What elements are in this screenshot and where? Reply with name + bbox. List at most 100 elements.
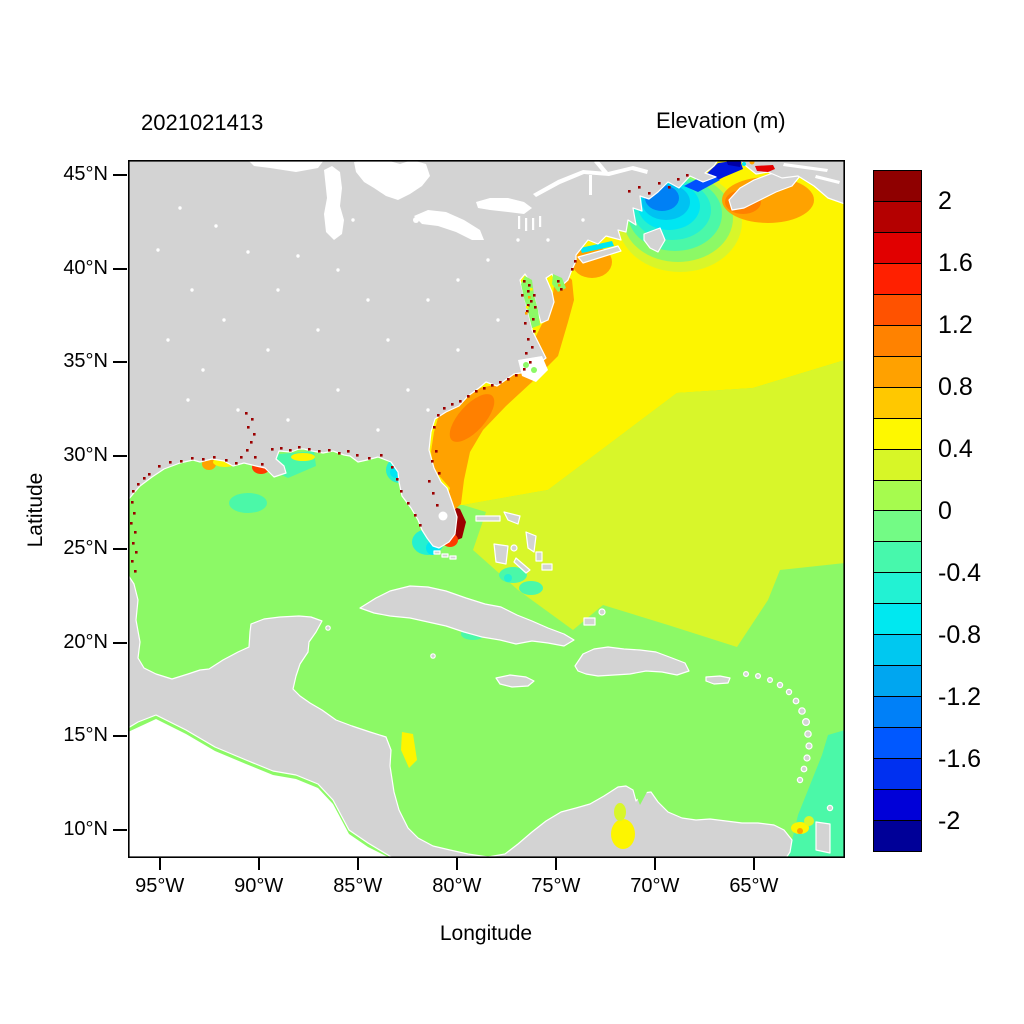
lake-superior-edge <box>248 160 324 172</box>
y-tick-mark <box>113 173 127 176</box>
colorbar-segment <box>874 294 921 326</box>
colorbar-segment <box>874 604 921 636</box>
x-tick-mark <box>455 858 458 870</box>
latin-america-land <box>128 574 793 858</box>
puerto-rico-island <box>705 675 731 685</box>
colorbar-tick-label: 0 <box>938 497 952 525</box>
lake-maracaibo <box>611 819 635 849</box>
st-lawrence-river <box>533 166 648 197</box>
lake-erie <box>414 210 484 240</box>
colorbar-tick-label: -0.8 <box>938 621 982 649</box>
y-tick-label: 10°N <box>63 817 108 840</box>
x-tick-mark <box>653 858 656 870</box>
colorbar-segment <box>874 171 921 202</box>
nova-scotia <box>728 169 801 211</box>
lake-huron <box>354 160 430 200</box>
colorbar-tick-label: 0.8 <box>938 373 973 401</box>
colorbar-segment <box>874 728 921 760</box>
colorbar-segment <box>874 418 921 450</box>
x-tick-label: 70°W <box>630 875 680 897</box>
x-tick-label: 80°W <box>432 875 482 897</box>
y-tick-label: 30°N <box>63 443 108 466</box>
north-america-land <box>128 160 719 549</box>
colorbar-segment <box>874 542 921 574</box>
colorbar-segment <box>874 480 921 512</box>
colorbar-segment <box>874 790 921 822</box>
y-tick-label: 20°N <box>63 630 108 653</box>
colorbar-segment <box>874 325 921 357</box>
southeast-coast-orange-band <box>431 272 574 514</box>
bahamas-islands <box>475 511 606 626</box>
pacific-white-layer <box>128 719 390 858</box>
colorbar-segment <box>874 356 921 388</box>
colorbar-tick-label: -0.4 <box>938 559 982 587</box>
cuba-island <box>359 585 575 647</box>
x-tick-label: 95°W <box>135 875 185 897</box>
colorbar-tick-label: -1.2 <box>938 683 982 711</box>
y-tick-mark <box>113 267 127 270</box>
x-tick-label: 65°W <box>729 875 779 897</box>
colorbar-segment <box>874 697 921 729</box>
y-axis-title: Latitude <box>24 472 47 548</box>
coastal-speckles-layer <box>130 174 689 573</box>
colorbar-segment <box>874 635 921 667</box>
colorbar-tick-label: 2 <box>938 187 952 215</box>
colorbar-tick-label: 0.4 <box>938 435 973 463</box>
plot-frame <box>128 160 845 858</box>
delaware-bay <box>552 274 566 292</box>
x-axis-title: Longitude <box>439 922 533 945</box>
lake-ontario <box>476 198 532 214</box>
y-tick-mark <box>113 641 127 644</box>
x-tick-mark <box>554 858 557 870</box>
y-tick-mark <box>113 548 127 551</box>
x-tick-label: 75°W <box>531 875 581 897</box>
lake-michigan <box>324 166 344 240</box>
colorbar-segment <box>874 666 921 698</box>
colorbar-tick-label: -1.6 <box>938 745 982 773</box>
colorbar <box>873 170 922 852</box>
colorbar-title: Elevation (m) <box>656 108 786 133</box>
long-island <box>577 245 622 264</box>
lake-okeechobee <box>438 511 448 521</box>
lesser-antilles-islands <box>742 671 834 812</box>
lakes-rivers-layer <box>248 160 840 521</box>
land-layer <box>128 160 845 858</box>
y-tick-label: 15°N <box>63 724 108 747</box>
minas-basin-sliver <box>755 165 775 172</box>
colorbar-segment <box>874 449 921 481</box>
colorbar-segment <box>874 387 921 419</box>
y-tick-mark <box>113 735 127 738</box>
colorbar-segment <box>874 821 921 851</box>
y-tick-mark <box>113 454 127 457</box>
colorbar-tick-label: 1.2 <box>938 311 973 339</box>
y-tick-label: 40°N <box>63 256 108 279</box>
tiny-inland-lakes <box>156 206 585 432</box>
x-tick-mark <box>752 858 755 870</box>
hispaniola-island <box>574 646 690 677</box>
x-tick-mark <box>158 858 161 870</box>
colorbar-segment <box>874 573 921 605</box>
x-tick-mark <box>356 858 359 870</box>
x-tick-label: 90°W <box>234 875 284 897</box>
colorbar-tick-label: 1.6 <box>938 249 973 277</box>
colorbar-segment <box>874 201 921 233</box>
colorbar-tick-label: -2 <box>938 807 961 835</box>
small-islands <box>325 550 457 659</box>
y-tick-label: 25°N <box>63 537 108 560</box>
colorbar-segment <box>874 263 921 295</box>
x-tick-mark <box>257 858 260 870</box>
map-canvas <box>128 160 845 858</box>
timestamp-title: 2021021413 <box>141 110 264 135</box>
colorbar-segment <box>874 232 921 264</box>
x-tick-label: 85°W <box>333 875 383 897</box>
y-tick-label: 45°N <box>63 162 108 185</box>
y-tick-mark <box>113 361 127 364</box>
colorbar-segment <box>874 759 921 791</box>
colorbar-segment <box>874 511 921 543</box>
y-tick-mark <box>113 828 127 831</box>
y-tick-label: 35°N <box>63 350 108 373</box>
jamaica-island <box>495 674 535 688</box>
cape-cod <box>643 227 666 253</box>
trinidad-island <box>815 821 831 854</box>
